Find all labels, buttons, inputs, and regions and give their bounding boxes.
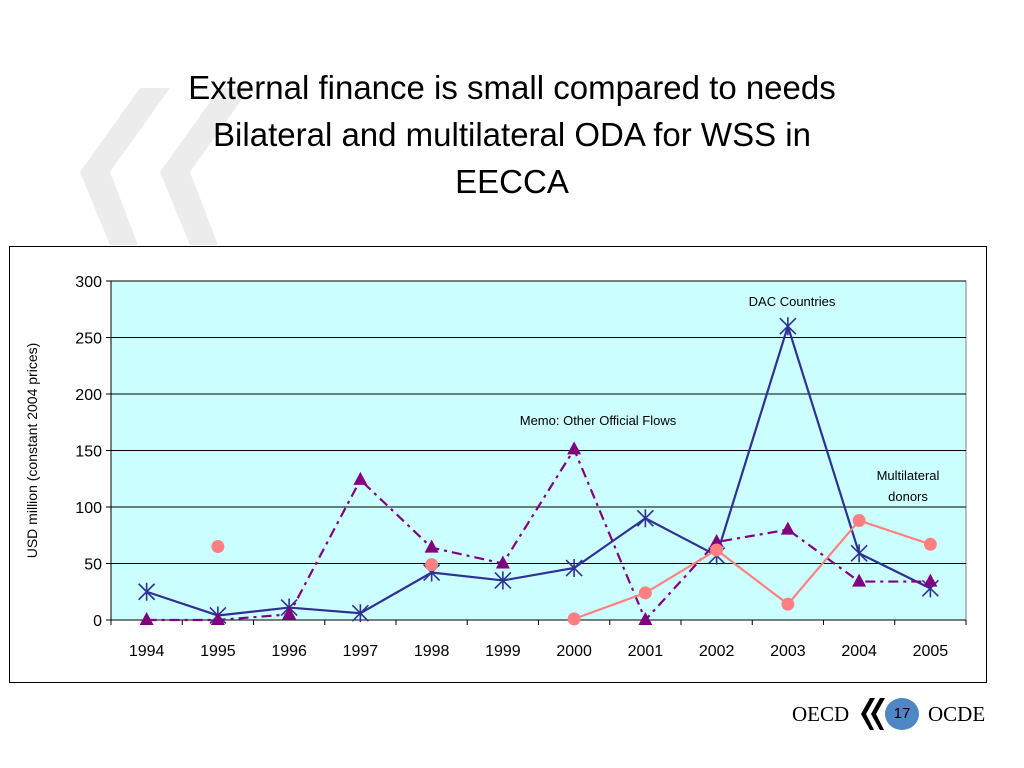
x-tick-label: 1995 — [200, 643, 236, 660]
footer-oecd-label: OECD — [792, 702, 850, 726]
data-point — [351, 604, 369, 623]
annotation-oof: Memo: Other Official Flows — [520, 413, 677, 428]
data-point — [923, 573, 938, 587]
y-tick-label: 50 — [84, 557, 102, 574]
x-tick-label: 2004 — [841, 643, 877, 660]
data-point — [636, 509, 654, 528]
series-line — [146, 446, 931, 623]
x-tick-label: 2001 — [628, 643, 664, 660]
x-tick-label: 1998 — [414, 643, 450, 660]
data-point — [494, 571, 512, 590]
data-point — [138, 582, 156, 601]
data-point — [139, 612, 154, 625]
slide-title-line-3: EECCA — [455, 163, 569, 200]
y-tick-label: 150 — [75, 444, 102, 461]
page-number-badge: 17 — [885, 698, 919, 730]
data-point — [353, 471, 368, 485]
data-point — [638, 612, 653, 625]
data-point — [425, 558, 439, 572]
x-tick-label: 2000 — [556, 643, 592, 660]
y-tick-label: 200 — [75, 387, 102, 404]
annotation-donors: donors — [888, 489, 928, 504]
data-point — [709, 534, 724, 548]
footer-ocde-label: OCDE — [928, 702, 986, 726]
annotation-dac: DAC Countries — [749, 294, 836, 309]
data-point — [779, 317, 797, 336]
data-point — [852, 573, 867, 587]
data-point — [210, 612, 225, 625]
y-tick-label: 250 — [75, 331, 102, 348]
data-point — [282, 606, 297, 620]
data-point — [638, 586, 652, 600]
oecd-logo-icon — [861, 698, 885, 730]
data-point — [710, 543, 724, 557]
line-chart: 0 50 100 150 200 250 300 1994 1995 1996 1997 1998 19… — [24, 274, 967, 660]
data-point — [495, 555, 510, 569]
data-point — [567, 612, 581, 626]
slide-title-line-2: Bilateral and multilateral ODA for WSS i… — [213, 116, 811, 153]
data-point — [565, 559, 583, 578]
y-tick-label: 0 — [93, 613, 102, 630]
data-point — [852, 514, 866, 528]
x-tick-label: 2005 — [913, 643, 949, 660]
data-point — [850, 544, 868, 563]
data-point — [211, 540, 225, 554]
series-line — [146, 322, 931, 617]
annotation-multilateral: Multilateral — [877, 468, 940, 483]
series-line — [573, 519, 931, 620]
data-point — [424, 539, 439, 553]
y-tick-label: 100 — [75, 500, 102, 517]
data-point — [780, 521, 795, 535]
x-tick-label: 1994 — [129, 643, 165, 660]
x-tick-label: 2003 — [770, 643, 806, 660]
x-tick-label: 2002 — [699, 643, 735, 660]
data-point — [923, 537, 937, 551]
slide-title-line-1: External finance is small compared to ne… — [188, 69, 836, 106]
y-tick-label: 300 — [75, 274, 102, 291]
data-point — [567, 441, 582, 455]
x-tick-label: 1996 — [271, 643, 307, 660]
x-tick-label: 1999 — [485, 643, 521, 660]
chart-frame: 0 50 100 150 200 250 300 1994 1995 1996 1997 1998 19… — [9, 246, 987, 683]
data-point — [781, 597, 795, 611]
y-axis-label: USD million (constant 2004 prices) — [24, 343, 40, 559]
x-tick-label: 1997 — [343, 643, 379, 660]
